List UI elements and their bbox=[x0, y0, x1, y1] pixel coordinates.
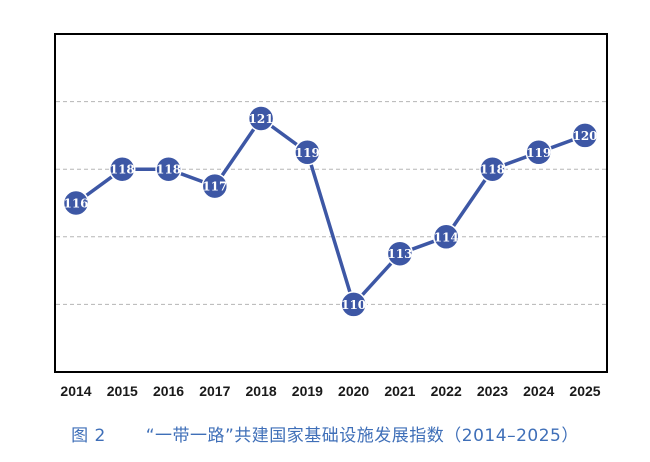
data-point bbox=[109, 155, 136, 183]
figure-label: 图 2 bbox=[71, 426, 106, 446]
x-tick-label: 2015 bbox=[107, 383, 138, 399]
data-point bbox=[155, 155, 182, 183]
x-tick-label: 2020 bbox=[338, 383, 369, 399]
data-label: 116 bbox=[63, 197, 88, 211]
data-label: 119 bbox=[295, 146, 320, 160]
data-point bbox=[340, 291, 367, 318]
data-point bbox=[201, 172, 229, 200]
data-label: 113 bbox=[387, 247, 412, 261]
plot-frame bbox=[54, 33, 608, 373]
data-label: 118 bbox=[480, 163, 505, 177]
data-label: 120 bbox=[572, 129, 597, 143]
x-tick-label: 2025 bbox=[569, 383, 600, 399]
data-label: 118 bbox=[156, 163, 181, 177]
x-tick-label: 2018 bbox=[246, 383, 277, 399]
series-line bbox=[74, 116, 586, 307]
data-label: 114 bbox=[434, 230, 459, 244]
x-tick-label: 2016 bbox=[153, 383, 184, 399]
figure-caption: 图 2 “一带一路”共建国家基础设施发展指数（2014–2025） bbox=[0, 421, 650, 446]
data-label: 121 bbox=[249, 112, 274, 126]
data-label: 117 bbox=[202, 180, 227, 194]
data-label: 119 bbox=[526, 146, 551, 160]
x-tick-label: 2023 bbox=[477, 383, 508, 399]
figure-caption-text: “一带一路”共建国家基础设施发展指数（2014–2025） bbox=[145, 426, 579, 446]
data-point bbox=[386, 240, 414, 267]
data-point bbox=[479, 155, 506, 183]
gridlines bbox=[56, 101, 606, 305]
data-point bbox=[247, 105, 275, 132]
x-tick-label: 2017 bbox=[199, 383, 230, 399]
data-points: 116 118 118 117 121 119 110 113 114 118 119 120 bbox=[62, 105, 599, 318]
x-tick-label: 2024 bbox=[523, 383, 554, 399]
data-point bbox=[571, 122, 599, 149]
data-label: 118 bbox=[110, 163, 135, 177]
x-tick-label: 2019 bbox=[292, 383, 323, 399]
x-tick-label: 2014 bbox=[60, 383, 91, 399]
data-point bbox=[62, 189, 90, 217]
x-tick-labels: 2014 2015 2016 2017 2018 2019 2020 2021 2022 2023… bbox=[60, 383, 600, 399]
x-tick-label: 2021 bbox=[384, 383, 415, 399]
data-point bbox=[294, 139, 321, 166]
x-tick-label: 2022 bbox=[431, 383, 462, 399]
data-point bbox=[525, 139, 552, 166]
data-point bbox=[432, 223, 460, 251]
data-label: 110 bbox=[341, 298, 366, 312]
